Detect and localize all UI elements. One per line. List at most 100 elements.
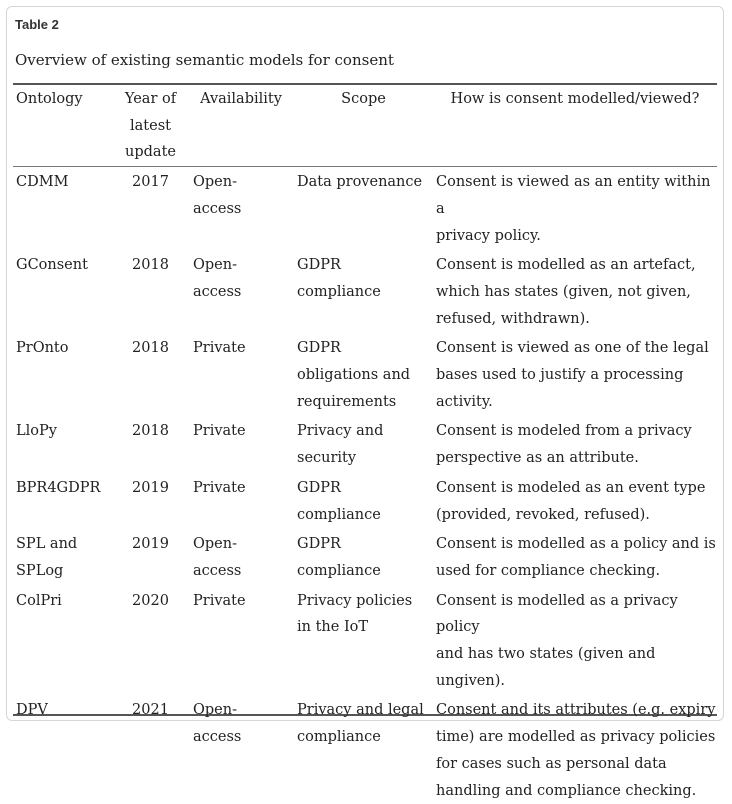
cell-availability-line: Open- xyxy=(193,257,237,274)
cell-how-line: privacy policy. xyxy=(436,227,541,244)
cell-availability: Open-access xyxy=(188,166,294,249)
cell-scope-line: compliance xyxy=(297,283,381,300)
consent-models-table: Ontology Year of latest update Availabil… xyxy=(13,85,717,804)
cell-ontology: BPR4GDPR xyxy=(13,472,113,528)
cell-scope-line: security xyxy=(297,450,357,467)
cell-how-line: handling and compliance checking. xyxy=(436,782,697,799)
table-row: DPV 2021 Open-access Privacy and legal compl… xyxy=(13,694,717,804)
cell-ontology-line: SPLog xyxy=(16,562,64,579)
cell-availability-line: Private xyxy=(193,423,246,440)
cell-ontology: GConsent xyxy=(13,249,113,332)
cell-how-line: which has states (given, not given, xyxy=(436,283,691,300)
cell-ontology-line: ColPri xyxy=(16,592,62,609)
cell-ontology-line: GConsent xyxy=(16,257,88,274)
cell-ontology: LloPy xyxy=(13,415,113,471)
cell-availability: Private xyxy=(188,332,294,415)
cell-scope-line: in the IoT xyxy=(297,619,369,636)
table-row: PrOnto 2018 Private GDPR obligations and requ… xyxy=(13,332,717,415)
cell-scope-line: compliance xyxy=(297,729,381,746)
cell-scope-line: obligations and xyxy=(297,367,411,384)
cell-availability-line: Private xyxy=(193,592,246,609)
cell-how: Consent is modelled as an artefact, which… xyxy=(433,249,717,332)
table-row: LloPy 2018 Private Privacy and security Conse… xyxy=(13,415,717,471)
cell-availability-line: Private xyxy=(193,340,246,357)
header-how: How is consent modelled/viewed? xyxy=(450,91,700,107)
cell-ontology-line: PrOnto xyxy=(16,340,69,357)
cell-how: Consent is viewed as an entity within a p… xyxy=(433,166,717,249)
table-header-row: Ontology Year of latest update Availabil… xyxy=(13,85,717,166)
header-year: Year of latest update xyxy=(113,85,188,166)
cell-availability-line: Open- xyxy=(193,702,237,719)
cell-how-line: Consent is modelled as a privacy policy xyxy=(436,592,678,636)
header-year-line: latest xyxy=(130,117,171,134)
cell-how-line: and has two states (given and ungiven). xyxy=(436,646,656,689)
cell-how-line: Consent is modeled from a privacy xyxy=(436,423,692,440)
header-scope: Scope xyxy=(341,91,386,107)
table-top-rule xyxy=(13,83,717,85)
cell-ontology-line: CDMM xyxy=(16,174,69,191)
header-year-line: Year of xyxy=(124,91,177,107)
table-row: GConsent 2018 Open-access GDPR compliance Con… xyxy=(13,249,717,332)
table-bottom-rule xyxy=(13,714,717,716)
cell-how-line: Consent and its attributes (e.g. expiry xyxy=(436,702,716,719)
cell-scope: GDPR compliance xyxy=(294,472,433,528)
table-row: SPL and SPLog 2019 Open-access GDPR complianc… xyxy=(13,528,717,584)
cell-scope-line: Data provenance xyxy=(297,174,423,191)
cell-how-line: Consent is viewed as an entity within a xyxy=(436,174,711,217)
cell-scope-line: GDPR xyxy=(297,536,341,553)
cell-how-line: time) are modelled as privacy policies xyxy=(436,729,716,746)
cell-availability: Private xyxy=(188,472,294,528)
header-availability: Availability xyxy=(200,91,282,107)
table-caption: Overview of existing semantic models for… xyxy=(15,51,394,69)
cell-year: 2019 xyxy=(132,536,169,553)
table-row: ColPri 2020 Private Privacy policies in the … xyxy=(13,585,717,695)
cell-how: Consent is modeled as an event type (prov… xyxy=(433,472,717,528)
cell-scope-line: compliance xyxy=(297,506,381,523)
cell-availability-line: Open- xyxy=(193,174,237,191)
table-row: BPR4GDPR 2019 Private GDPR compliance Consent… xyxy=(13,472,717,528)
cell-availability-line: access xyxy=(193,200,242,217)
cell-scope: Data provenance xyxy=(294,166,433,249)
cell-ontology-line: BPR4GDPR xyxy=(16,479,101,496)
cell-how: Consent is modelled as a privacy policy a… xyxy=(433,585,717,695)
cell-year: 2021 xyxy=(132,702,169,719)
cell-availability-line: access xyxy=(193,562,242,579)
cell-how-line: Consent is viewed as one of the legal xyxy=(436,340,709,357)
cell-how-line: Consent is modelled as an artefact, xyxy=(436,257,696,274)
cell-availability-line: access xyxy=(193,283,242,300)
cell-year: 2018 xyxy=(132,423,169,440)
cell-how-line: Consent is modeled as an event type xyxy=(436,479,706,496)
table-card xyxy=(6,6,724,721)
cell-scope: Privacy and security xyxy=(294,415,433,471)
cell-ontology: ColPri xyxy=(13,585,113,695)
cell-ontology-line: SPL and xyxy=(16,536,78,553)
cell-year: 2018 xyxy=(132,257,169,274)
cell-availability: Private xyxy=(188,585,294,695)
cell-availability: Open-access xyxy=(188,528,294,584)
cell-ontology: PrOnto xyxy=(13,332,113,415)
cell-ontology: CDMM xyxy=(13,166,113,249)
cell-how: Consent and its attributes (e.g. expiry t… xyxy=(433,694,717,804)
cell-scope: GDPR compliance xyxy=(294,249,433,332)
header-ontology: Ontology xyxy=(16,91,83,107)
cell-scope-line: GDPR xyxy=(297,479,341,496)
cell-year: 2019 xyxy=(132,479,169,496)
cell-how-line: Consent is modelled as a policy and is xyxy=(436,536,716,553)
cell-how-line: (provided, revoked, refused). xyxy=(436,506,650,523)
cell-scope: Privacy policies in the IoT xyxy=(294,585,433,695)
cell-how-line: refused, withdrawn). xyxy=(436,310,590,327)
table-header-rule xyxy=(13,166,717,167)
header-year-line: update xyxy=(125,144,176,161)
cell-ontology: SPL and SPLog xyxy=(13,528,113,584)
cell-scope-line: GDPR xyxy=(297,257,341,274)
cell-ontology-line: DPV xyxy=(16,702,48,719)
cell-scope: Privacy and legal compliance xyxy=(294,694,433,804)
cell-how-line: bases used to justify a processing xyxy=(436,367,684,384)
table-label: Table 2 xyxy=(15,17,59,32)
cell-availability: Open-access xyxy=(188,249,294,332)
cell-ontology: DPV xyxy=(13,694,113,804)
cell-how-line: perspective as an attribute. xyxy=(436,450,639,467)
cell-scope: GDPR compliance xyxy=(294,528,433,584)
cell-how: Consent is viewed as one of the legal bas… xyxy=(433,332,717,415)
cell-year: 2017 xyxy=(132,174,169,191)
